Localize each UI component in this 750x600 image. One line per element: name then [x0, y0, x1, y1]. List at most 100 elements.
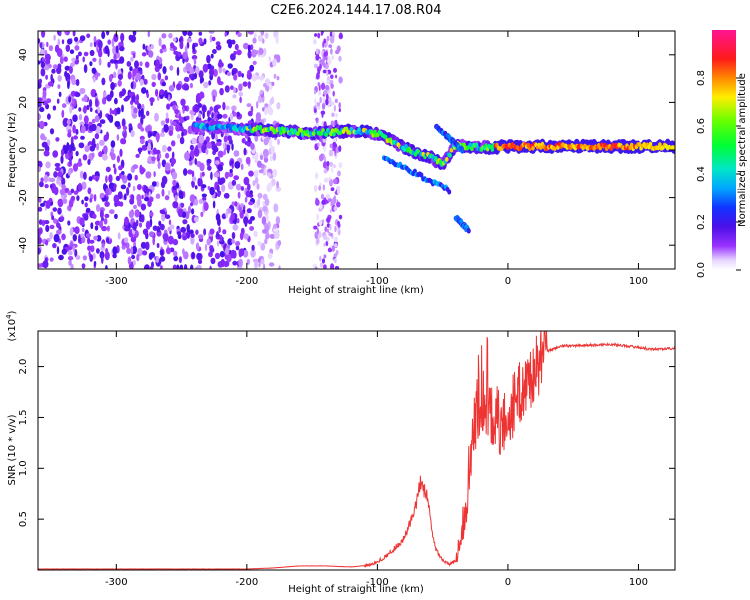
- heatmap-cell: [96, 248, 100, 254]
- heatmap-cell: [105, 237, 110, 244]
- y-tick-label: 1.0: [18, 460, 29, 476]
- heatmap-cell: [237, 70, 242, 78]
- heatmap-cell: [164, 75, 169, 81]
- heatmap-cell: [162, 66, 167, 75]
- heatmap-cell: [323, 51, 328, 57]
- heatmap-cell: [173, 255, 179, 262]
- heatmap-cell: [338, 162, 343, 168]
- heatmap-cell: [47, 113, 51, 120]
- heatmap-cell: [231, 179, 237, 186]
- heatmap-cell: [276, 54, 281, 63]
- y-tick-label: 2.0: [18, 359, 29, 375]
- heatmap-cell: [104, 251, 110, 261]
- heatmap-cell: [111, 38, 115, 48]
- heatmap-cell: [69, 105, 73, 114]
- snr-frame: [38, 331, 675, 570]
- heatmap-cell: [609, 146, 614, 152]
- heatmap-cell: [234, 201, 238, 207]
- heatmap-cell: [178, 190, 184, 199]
- heatmap-cell: [46, 41, 49, 48]
- heatmap-cell: [107, 48, 110, 57]
- heatmap-cell: [59, 216, 65, 222]
- heatmap-cell: [252, 180, 256, 187]
- heatmap-cell: [332, 164, 337, 169]
- heatmap-cell: [313, 108, 317, 113]
- heatmap-cell: [152, 147, 157, 155]
- heatmap-cell: [234, 43, 239, 51]
- heatmap-cell: [77, 51, 82, 57]
- heatmap-cell: [79, 217, 85, 226]
- heatmap-cell: [43, 220, 50, 225]
- heatmap-cell: [264, 108, 268, 116]
- heatmap-cell: [52, 243, 57, 249]
- heatmap-cell: [119, 46, 125, 52]
- heatmap-cell: [132, 112, 137, 119]
- heatmap-cell: [89, 107, 93, 112]
- heatmap-cell: [81, 236, 86, 244]
- heatmap-cell: [112, 246, 118, 256]
- heatmap-cell: [220, 177, 226, 184]
- heatmap-cell: [216, 113, 223, 119]
- heatmap-cell: [228, 40, 232, 49]
- heatmap-cell: [338, 214, 343, 220]
- heatmap-cell: [92, 252, 96, 260]
- heatmap-cell: [250, 249, 256, 258]
- heatmap-cell: [198, 112, 202, 119]
- heatmap-cell: [270, 96, 275, 105]
- heatmap-cell: [75, 128, 79, 135]
- spectrogram-ylabel: Frequency (Hz): [7, 112, 18, 188]
- heatmap-cell: [189, 194, 196, 203]
- heatmap-cell: [255, 112, 261, 121]
- heatmap-cell: [278, 265, 281, 269]
- heatmap-cell: [216, 184, 220, 193]
- heatmap-cell: [74, 92, 81, 98]
- heatmap-cell: [260, 89, 263, 95]
- colorbar-tick-label: 0.4: [696, 166, 707, 182]
- heatmap-cell: [448, 152, 452, 158]
- heatmap-cell: [39, 42, 43, 49]
- heatmap-cell: [320, 110, 326, 115]
- heatmap-cell: [189, 82, 193, 89]
- heatmap-cell: [227, 63, 233, 69]
- heatmap-cell: [190, 264, 194, 269]
- heatmap-cell: [629, 142, 634, 148]
- heatmap-cell: [321, 258, 326, 264]
- heatmap-cell: [56, 229, 62, 235]
- heatmap-cell: [320, 193, 325, 200]
- heatmap-cell: [164, 214, 171, 219]
- y-tick-label: 0.5: [18, 511, 29, 527]
- heatmap-cell: [212, 49, 217, 54]
- heatmap-cell: [172, 103, 176, 111]
- heatmap-cell: [130, 129, 135, 138]
- heatmap-cell: [247, 44, 251, 52]
- heatmap-cell: [93, 261, 97, 266]
- heatmap-cell: [338, 55, 342, 62]
- heatmap-cell: [328, 231, 331, 237]
- x-tick-label: 100: [629, 577, 648, 588]
- heatmap-cell: [67, 169, 72, 176]
- heatmap-cell: [268, 103, 272, 111]
- heatmap-cell: [74, 45, 80, 51]
- heatmap-cell: [108, 174, 113, 183]
- heatmap-cell: [40, 133, 46, 141]
- heatmap-cell: [152, 236, 155, 246]
- heatmap-cell: [157, 161, 161, 169]
- heatmap-cell: [76, 195, 80, 202]
- heatmap-cell: [252, 60, 257, 65]
- heatmap-cell: [230, 160, 234, 166]
- heatmap-cell: [94, 225, 99, 231]
- snr-ylabel: SNR (10 * v/v): [7, 414, 18, 485]
- heatmap-cell: [142, 228, 149, 235]
- heatmap-cell: [189, 66, 194, 75]
- heatmap-cell: [190, 202, 193, 207]
- colorbar-tick-label: 0.8: [696, 70, 707, 86]
- heatmap-cell: [164, 195, 170, 201]
- heatmap-cell: [208, 80, 212, 86]
- heatmap-cell: [145, 140, 149, 147]
- heatmap-cell: [184, 151, 190, 161]
- heatmap-cell: [143, 264, 150, 269]
- heatmap-cell: [330, 101, 335, 106]
- heatmap-cell: [174, 108, 180, 115]
- heatmap-cell: [67, 38, 72, 45]
- heatmap-cell: [167, 94, 171, 102]
